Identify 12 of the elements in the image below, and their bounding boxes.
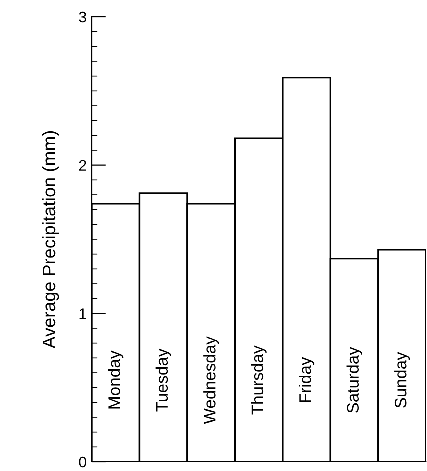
- y-tick-label: 3: [79, 12, 86, 23]
- x-tick-label: Monday: [108, 350, 124, 409]
- y-tick-label: 2: [79, 160, 86, 171]
- x-tick-label: Saturday: [346, 347, 362, 414]
- y-tick-label: 0: [79, 456, 87, 468]
- x-tick-label: Friday: [299, 357, 315, 402]
- x-tick-label: Sunday: [394, 352, 410, 408]
- y-tick-label: 1: [80, 308, 86, 320]
- x-tick-label: Tuesday: [156, 348, 172, 412]
- y-axis-title: Average Precipitation (mm): [42, 131, 60, 349]
- x-tick-label: Wednesday: [204, 336, 220, 424]
- x-tick-label: Thursday: [251, 346, 267, 415]
